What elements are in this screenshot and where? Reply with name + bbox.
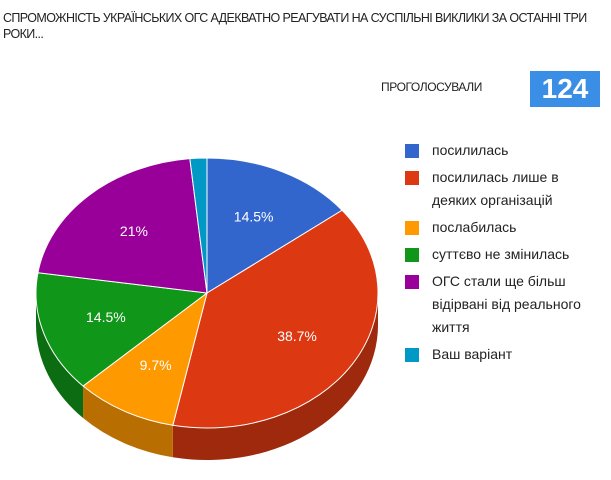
pie-side — [36, 293, 84, 419]
pie-slice — [35, 272, 209, 387]
slice-label: 21% — [120, 223, 148, 239]
votes-label: ПРОГОЛОСУВАЛИ — [381, 80, 482, 94]
legend-item: Ваш варіант — [405, 343, 595, 366]
pie-slice — [37, 158, 208, 294]
slice-label: 38.7% — [277, 328, 317, 344]
pie-slice — [206, 157, 343, 294]
legend: посилилась посилилась лише в деяких орган… — [405, 139, 595, 370]
legend-label: посилилась — [432, 142, 509, 158]
pie-slice — [82, 291, 208, 426]
pie-slice — [189, 157, 208, 294]
legend-item: суттєво не змінилась — [405, 243, 595, 266]
pie-slice — [172, 209, 379, 429]
legend-swatch — [405, 171, 419, 185]
slice-label: 14.5% — [234, 209, 274, 225]
pie-chart: 14.5% 38.7% 9.7% 14.5% 21% — [35, 157, 379, 460]
legend-label: суттєво не змінилась — [432, 246, 570, 262]
legend-item: посилилась лише в деяких організацій — [405, 166, 595, 212]
legend-item: посилилась — [405, 139, 595, 162]
legend-label: посилилась лише в деяких організацій — [432, 169, 559, 208]
chart-title: СПРОМОЖНІСТЬ УКРАЇНСЬКИХ ОГС АДЕКВАТНО Р… — [3, 11, 587, 41]
legend-swatch — [405, 248, 419, 262]
legend-item: ОГС стали ще більш відірвані від реально… — [405, 270, 595, 339]
pie-side — [172, 293, 378, 460]
votes-count: 124 — [530, 71, 600, 107]
legend-item: послабилась — [405, 216, 595, 239]
legend-label: ОГС стали ще більш відірвані від реально… — [432, 273, 581, 335]
legend-swatch — [405, 348, 419, 362]
slice-label: 14.5% — [86, 309, 126, 325]
slice-label: 9.7% — [140, 357, 172, 373]
legend-label: послабилась — [432, 219, 517, 235]
pie-side — [83, 386, 173, 458]
legend-swatch — [405, 144, 419, 158]
legend-swatch — [405, 275, 419, 289]
legend-label: Ваш варіант — [432, 346, 513, 362]
legend-swatch — [405, 221, 419, 235]
